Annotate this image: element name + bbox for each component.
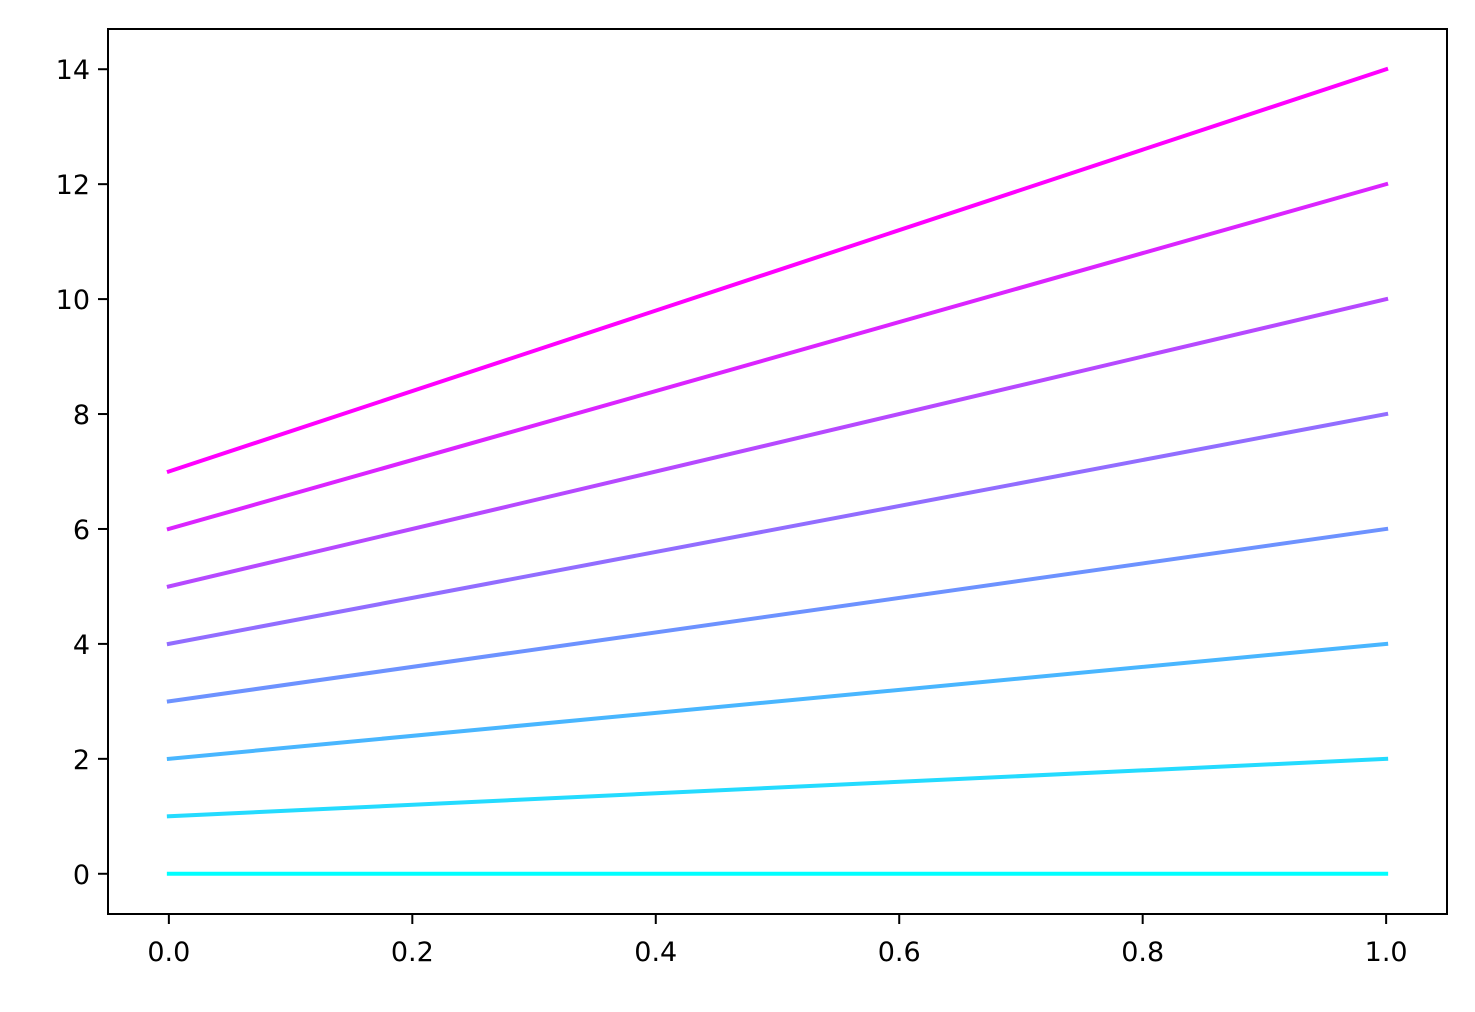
series-line-7	[166, 66, 1389, 475]
x-tick-label: 0.8	[1121, 937, 1164, 968]
series-layer	[166, 66, 1389, 876]
y-tick-label: 10	[56, 285, 90, 316]
y-axis: 0 2 4 6 8 10 12 14	[56, 55, 108, 891]
y-tick-label: 2	[73, 745, 90, 776]
x-tick-label: 0.4	[634, 937, 677, 968]
series-line-1	[166, 756, 1389, 819]
series-line-3	[166, 526, 1389, 704]
x-tick-label: 1.0	[1365, 937, 1408, 968]
plot-area-frame	[107, 28, 1448, 915]
x-tick-label: 0.0	[147, 937, 190, 968]
y-tick-label: 8	[73, 400, 90, 431]
y-tick-label: 12	[56, 170, 90, 201]
x-axis: 0.0 0.2 0.4 0.6 0.8 1.0	[147, 914, 1408, 968]
series-line-6	[166, 181, 1389, 532]
y-tick-label: 14	[56, 55, 90, 86]
x-tick-label: 0.6	[878, 937, 921, 968]
y-tick-label: 6	[73, 515, 90, 546]
y-tick-label: 4	[73, 630, 90, 661]
x-tick-label: 0.2	[391, 937, 434, 968]
series-line-2	[166, 641, 1389, 762]
series-line-4	[166, 411, 1389, 647]
axes	[107, 28, 1448, 915]
y-tick-label: 0	[73, 860, 90, 891]
series-line-5	[166, 296, 1389, 589]
